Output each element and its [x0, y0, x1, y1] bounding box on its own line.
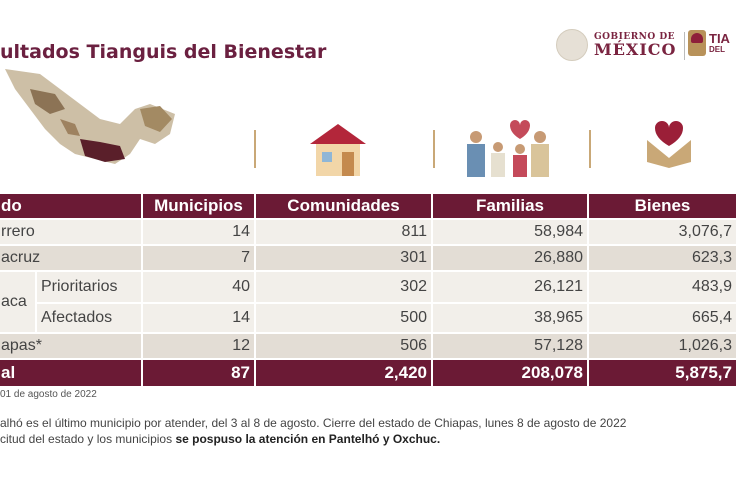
- cell-comunidades: 302: [256, 272, 431, 302]
- col-header-estado: do: [0, 194, 141, 218]
- note-2: citud del estado y los municipios se pos…: [0, 432, 440, 446]
- tianguis-logo-text: TIA: [709, 30, 730, 46]
- col-header-comunidades: Comunidades: [256, 194, 431, 218]
- table-row: apas* 12 506 57,128 1,026,3: [0, 334, 736, 358]
- cell-total-municipios: 87: [143, 360, 254, 386]
- col-header-municipios: Municipios: [143, 194, 254, 218]
- results-table: do Municipios Comunidades Familias Biene…: [0, 192, 738, 388]
- cell-familias: 38,965: [433, 304, 587, 332]
- cell-municipios: 14: [143, 304, 254, 332]
- cell-familias: 26,880: [433, 246, 587, 270]
- mexico-map: [5, 69, 175, 164]
- cell-bienes: 665,4: [589, 304, 736, 332]
- logo-text-2: MÉXICO: [594, 39, 677, 59]
- cell-municipios: 12: [143, 334, 254, 358]
- cell-subgroup: Prioritarios: [37, 272, 141, 302]
- gobierno-de-mexico-logo: GOBIERNO DE MÉXICO: [556, 29, 676, 61]
- cell-comunidades: 506: [256, 334, 431, 358]
- cell-bienes: 1,026,3: [589, 334, 736, 358]
- cell-estado: apas*: [0, 334, 141, 358]
- table-row: acruz 7 301 26,880 623,3: [0, 246, 736, 270]
- footnote-date: 01 de agosto de 2022: [0, 389, 97, 400]
- divider: [433, 130, 435, 168]
- page-title: ultados Tianguis del Bienestar: [0, 41, 327, 63]
- cell-estado: rrero: [0, 220, 141, 244]
- national-seal-icon: [556, 29, 588, 61]
- heart-box-icon: [688, 30, 706, 56]
- table-row: Afectados 14 500 38,965 665,4: [0, 304, 736, 332]
- cell-bienes: 3,076,7: [589, 220, 736, 244]
- cell-bienes: 483,9: [589, 272, 736, 302]
- cell-municipios: 40: [143, 272, 254, 302]
- col-header-familias: Familias: [433, 194, 587, 218]
- cell-bienes: 623,3: [589, 246, 736, 270]
- tianguis-logo-sub: DEL: [709, 44, 725, 54]
- cell-total-comunidades: 2,420: [256, 360, 431, 386]
- cell-subgroup: Afectados: [37, 304, 141, 332]
- tianguis-logo: TIA DEL: [688, 30, 730, 56]
- cell-comunidades: 301: [256, 246, 431, 270]
- cell-total-bienes: 5,875,7: [589, 360, 736, 386]
- cell-municipios: 7: [143, 246, 254, 270]
- cell-estado: acruz: [0, 246, 141, 270]
- logo-text-1: GOBIERNO DE: [594, 31, 676, 42]
- table-total-row: al 87 2,420 208,078 5,875,7: [0, 360, 736, 386]
- cell-municipios: 14: [143, 220, 254, 244]
- table-header-row: do Municipios Comunidades Familias Biene…: [0, 194, 736, 218]
- cell-total-label: al: [0, 360, 141, 386]
- table-row: aca Prioritarios 40 302 26,121 483,9: [0, 272, 736, 332]
- heart-hands-icon: [647, 121, 691, 168]
- note-1: alhó es el último municipio por atender,…: [0, 416, 627, 430]
- divider: [254, 130, 256, 168]
- divider: [589, 130, 591, 168]
- cell-familias: 57,128: [433, 334, 587, 358]
- note-2-text: citud del estado y los municipios: [0, 432, 176, 446]
- cell-estado: aca: [0, 272, 35, 332]
- cell-comunidades: 811: [256, 220, 431, 244]
- logo-divider: [684, 32, 685, 60]
- cell-total-familias: 208,078: [433, 360, 587, 386]
- cell-familias: 58,984: [433, 220, 587, 244]
- cell-familias: 26,121: [433, 272, 587, 302]
- col-header-bienes: Bienes: [589, 194, 736, 218]
- cell-comunidades: 500: [256, 304, 431, 332]
- table-row: rrero 14 811 58,984 3,076,7: [0, 220, 736, 244]
- family-icon: [467, 120, 549, 177]
- house-icon: [310, 124, 366, 176]
- note-2-bold: se pospuso la atención en Pantelhó y Oxc…: [175, 432, 441, 446]
